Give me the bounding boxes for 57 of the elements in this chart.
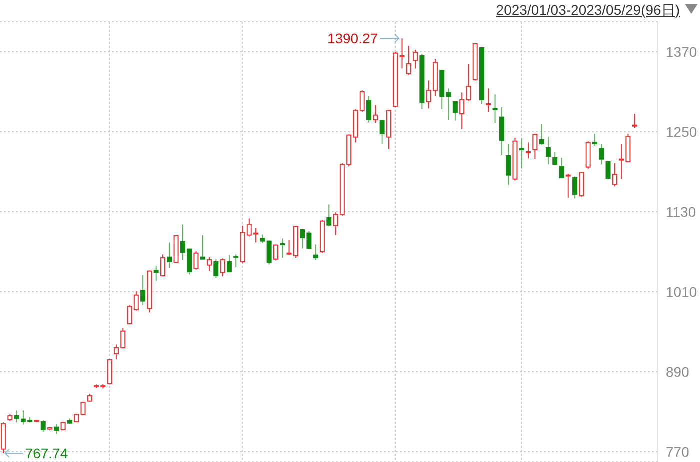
candlestick — [54, 424, 60, 434]
candlestick — [446, 88, 452, 120]
candlestick — [167, 242, 172, 268]
y-tick-label: 770 — [666, 444, 690, 460]
candlestick — [194, 250, 199, 270]
candlestick — [160, 254, 166, 278]
candlestick — [373, 104, 378, 124]
candlestick — [200, 234, 206, 260]
candlestick — [207, 256, 212, 272]
candlestick — [632, 114, 638, 128]
annotation: 767.74 — [25, 446, 68, 462]
y-tick-label: 1370 — [666, 44, 698, 60]
candlestick — [592, 134, 598, 146]
candlestick — [366, 96, 372, 124]
candlestick — [220, 258, 226, 278]
candlestick — [546, 136, 551, 166]
candlestick — [406, 46, 412, 76]
candlestick — [266, 240, 272, 266]
candlestick — [532, 134, 538, 160]
candlestick — [539, 124, 544, 146]
candlestick — [154, 266, 159, 282]
y-tick-label: 1010 — [666, 284, 698, 300]
candlestick — [506, 144, 512, 186]
candlestick — [526, 142, 532, 160]
candlestick — [273, 244, 278, 262]
candlestick — [552, 152, 558, 166]
candlestick — [572, 176, 578, 200]
candlestick — [566, 174, 571, 198]
candlestick — [360, 90, 365, 112]
candlestick — [226, 254, 232, 274]
chart-title: 2023/01/03-2023/05/29(96日) — [496, 2, 680, 18]
candlestick — [400, 38, 405, 70]
candlestick — [80, 402, 86, 416]
y-tick-label: 1250 — [666, 124, 698, 140]
candlestick — [14, 410, 20, 424]
candlestick — [452, 100, 458, 122]
candlestick — [486, 88, 492, 112]
candlestick — [492, 94, 498, 124]
candlestick — [559, 158, 564, 180]
y-tick-label: 890 — [666, 364, 690, 380]
candlestick — [313, 244, 318, 260]
candlestick — [140, 274, 146, 306]
annotation: 1390.27 — [327, 30, 378, 46]
candlestick — [326, 204, 332, 228]
candlestick — [234, 254, 239, 268]
candlestick — [579, 172, 584, 198]
candlestick — [280, 238, 286, 258]
candlestick — [606, 160, 611, 180]
candlestick — [214, 258, 219, 278]
candlestick — [380, 120, 385, 144]
candlestick — [519, 138, 524, 170]
y-tick-label: 1130 — [666, 204, 696, 220]
candlestick — [40, 420, 46, 432]
candlestick — [612, 162, 618, 188]
candlestick — [599, 144, 604, 166]
candlestick — [413, 50, 418, 70]
candlestick — [499, 106, 504, 156]
